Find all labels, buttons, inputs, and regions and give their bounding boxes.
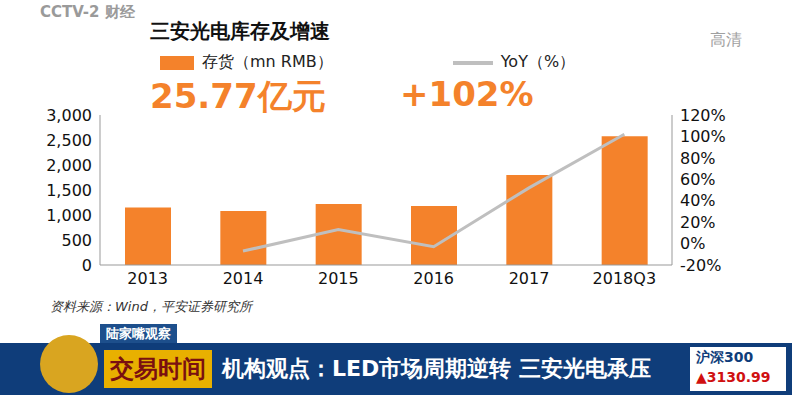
html-text:高清: 高清 <box>710 30 742 49</box>
html-text:存货（mn RMB）: 存货（mn RMB） <box>202 52 333 71</box>
svg-text:0: 0 <box>82 256 92 275</box>
svg-text:3,000: 3,000 <box>46 106 92 125</box>
svg-text:2016: 2016 <box>413 269 454 288</box>
svg-text:80%: 80% <box>680 149 716 168</box>
html-text:资料来源：Wind，平安证券研究所: 资料来源：Wind，平安证券研究所 <box>50 299 252 314</box>
html-text:交易时间: 交易时间 <box>110 355 206 383</box>
svg-text:60%: 60% <box>680 170 716 189</box>
svg-text:1,500: 1,500 <box>46 181 92 200</box>
svg-text:2015: 2015 <box>318 269 359 288</box>
svg-text:-20%: -20% <box>680 256 721 275</box>
html-text:25.77亿元: 25.77亿元 <box>150 76 326 116</box>
svg-text:2018Q3: 2018Q3 <box>593 269 657 288</box>
svg-text:2014: 2014 <box>223 269 264 288</box>
svg-text:2017: 2017 <box>509 269 550 288</box>
svg-text:100%: 100% <box>680 127 726 146</box>
html-text:+102%: +102% <box>400 74 534 114</box>
svg-text:120%: 120% <box>680 106 726 125</box>
html-text:沪深300: 沪深300 <box>696 349 754 365</box>
svg-text:40%: 40% <box>680 191 716 210</box>
svg-text:20%: 20% <box>680 213 716 232</box>
html-text:CCTV-2 财经: CCTV-2 财经 <box>40 3 135 21</box>
svg-text:500: 500 <box>61 231 92 250</box>
html-text:三安光电库存及增速: 三安光电库存及增速 <box>150 19 330 43</box>
html-text:▲3130.99: ▲3130.99 <box>696 369 771 385</box>
svg-text:0%: 0% <box>680 234 705 253</box>
html-text:陆家嘴观察: 陆家嘴观察 <box>106 326 171 341</box>
svg-text:2,500: 2,500 <box>46 131 92 150</box>
html-text:YoY（%）: YoY（%） <box>500 52 576 71</box>
html-text:机构观点：LED市场周期逆转 三安光电承压: 机构观点：LED市场周期逆转 三安光电承压 <box>222 356 651 381</box>
svg-text:2013: 2013 <box>127 269 168 288</box>
svg-text:2,000: 2,000 <box>46 156 92 175</box>
svg-text:1,000: 1,000 <box>46 206 92 225</box>
